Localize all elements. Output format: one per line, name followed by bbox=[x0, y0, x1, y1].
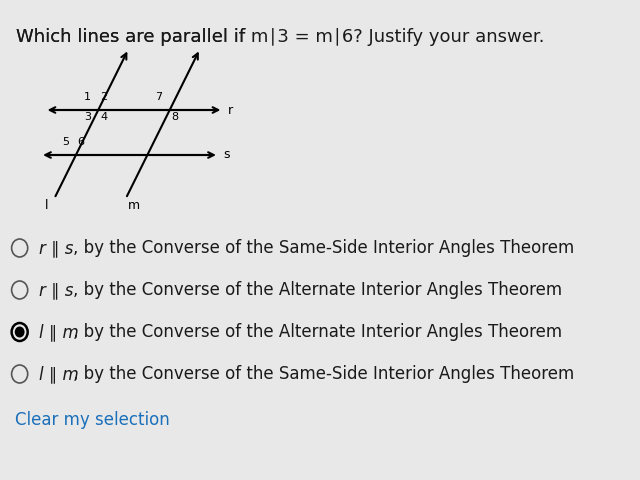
Text: 2: 2 bbox=[100, 92, 107, 102]
Text: 7: 7 bbox=[156, 92, 163, 102]
Circle shape bbox=[15, 326, 24, 337]
Text: , by the Converse of the Alternate Interior Angles Theorem: , by the Converse of the Alternate Inter… bbox=[73, 323, 562, 341]
Text: r ∥ s: r ∥ s bbox=[39, 281, 74, 299]
Text: 1: 1 bbox=[84, 92, 91, 102]
Text: s: s bbox=[223, 148, 230, 161]
Text: Which lines are parallel if m∣3 = m∣6? Justify your answer.: Which lines are parallel if m∣3 = m∣6? J… bbox=[16, 28, 545, 46]
Text: , by the Converse of the Alternate Interior Angles Theorem: , by the Converse of the Alternate Inter… bbox=[73, 281, 562, 299]
Text: l: l bbox=[45, 199, 49, 212]
Text: , by the Converse of the Same-Side Interior Angles Theorem: , by the Converse of the Same-Side Inter… bbox=[73, 239, 574, 257]
Text: l ∥ m: l ∥ m bbox=[39, 365, 79, 383]
Text: m: m bbox=[129, 199, 141, 212]
Text: 4: 4 bbox=[100, 112, 107, 122]
Text: 8: 8 bbox=[172, 112, 179, 122]
Text: Which lines are parallel if: Which lines are parallel if bbox=[16, 28, 251, 46]
Text: 3: 3 bbox=[84, 112, 91, 122]
Text: r: r bbox=[228, 104, 233, 117]
Text: l ∥ m: l ∥ m bbox=[39, 323, 79, 341]
Text: , by the Converse of the Same-Side Interior Angles Theorem: , by the Converse of the Same-Side Inter… bbox=[73, 365, 574, 383]
Text: Clear my selection: Clear my selection bbox=[15, 411, 170, 429]
Text: 6: 6 bbox=[77, 137, 84, 147]
Text: 5: 5 bbox=[62, 137, 68, 147]
Text: r ∥ s: r ∥ s bbox=[39, 239, 74, 257]
